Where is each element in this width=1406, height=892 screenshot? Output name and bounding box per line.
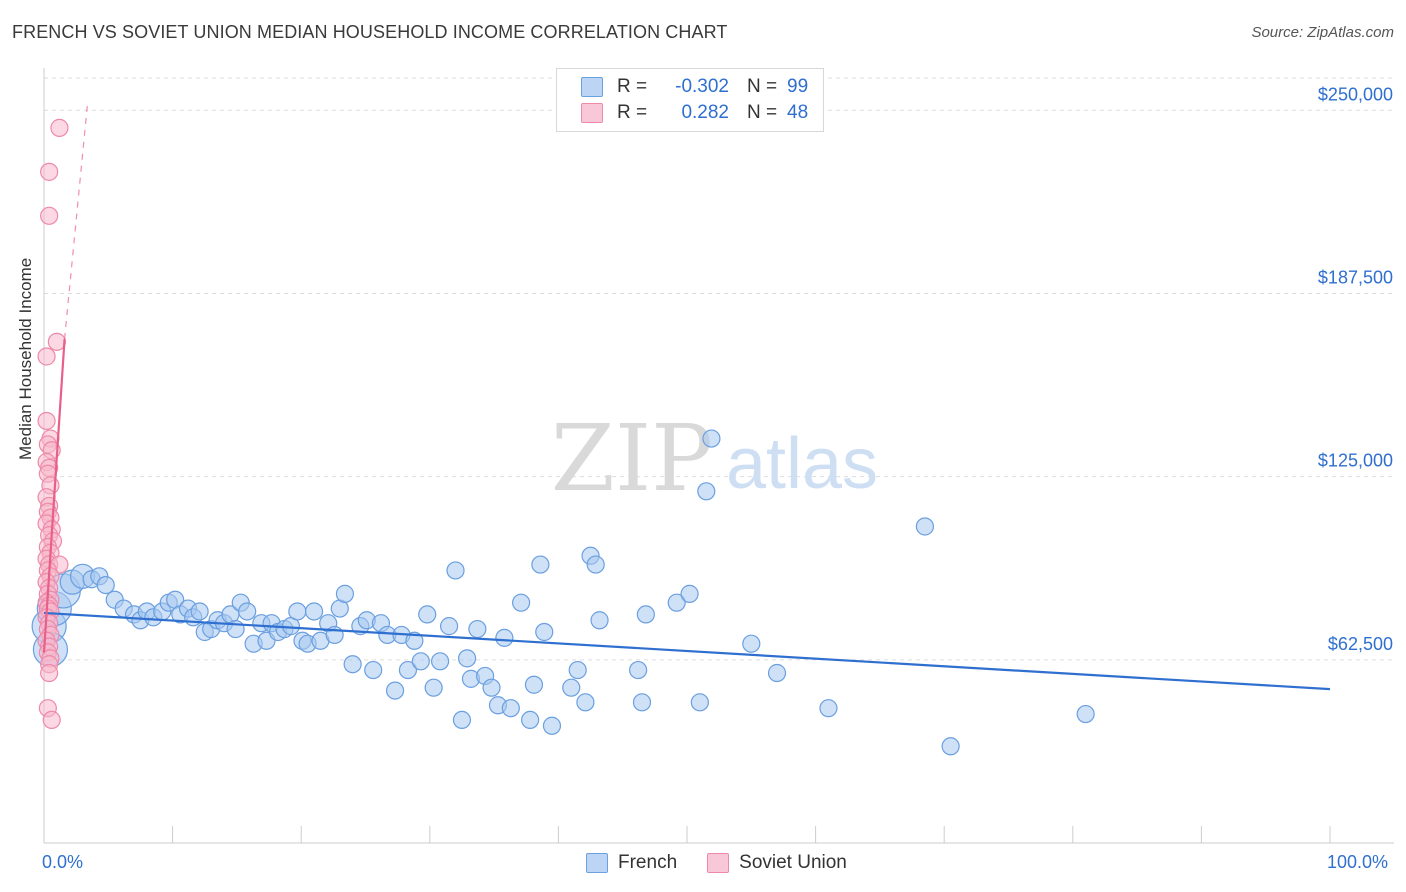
french-point-82 bbox=[590, 611, 609, 630]
legend: R = -0.302 N = 99 R = 0.282 N = 48 bbox=[556, 68, 824, 132]
axes bbox=[43, 68, 1394, 844]
french-point-29 bbox=[238, 602, 257, 621]
legend-n-value-french: 99 bbox=[787, 76, 809, 97]
french-point-92 bbox=[767, 663, 787, 683]
legend-n-value-soviet: 48 bbox=[787, 102, 809, 123]
soviet-point-45 bbox=[40, 663, 59, 683]
watermark-zip: ZIP bbox=[551, 405, 713, 512]
french-point-94 bbox=[915, 517, 935, 536]
soviet-point-0 bbox=[50, 118, 69, 137]
french-point-56 bbox=[411, 652, 430, 671]
french-point-45 bbox=[335, 584, 355, 603]
legend-swatch-soviet bbox=[581, 103, 603, 123]
french-point-71 bbox=[512, 593, 531, 612]
legend-r-value-french: -0.302 bbox=[675, 76, 729, 97]
y-tick-label-1: $125,000 bbox=[1318, 451, 1393, 471]
soviet-points bbox=[37, 118, 69, 730]
french-trend-line bbox=[43, 611, 1331, 691]
legend-r-value-soviet: 0.282 bbox=[681, 102, 729, 123]
french-point-55 bbox=[405, 631, 424, 650]
french-point-85 bbox=[636, 605, 655, 624]
soviet-point-2 bbox=[40, 206, 59, 225]
french-point-83 bbox=[629, 660, 648, 680]
legend-r-label: R = bbox=[617, 76, 648, 97]
legend-row-french: R = -0.302 N = 99 bbox=[581, 75, 808, 99]
french-point-78 bbox=[568, 660, 587, 680]
y-tick-labels: $62,500 $125,000 $187,500 $250,000 bbox=[1318, 84, 1393, 654]
french-point-93 bbox=[819, 699, 838, 718]
source-label: Source: ZipAtlas.com bbox=[1251, 24, 1394, 41]
french-point-90 bbox=[690, 693, 709, 712]
french-point-86 bbox=[667, 593, 686, 612]
bottom-legend-swatch-french bbox=[586, 853, 608, 873]
french-point-89 bbox=[702, 429, 721, 448]
bottom-legend-label-french: French bbox=[618, 852, 678, 873]
french-point-95 bbox=[941, 737, 960, 756]
x-axis-min-label: 0.0% bbox=[42, 852, 84, 872]
french-point-77 bbox=[562, 678, 581, 697]
french-point-87 bbox=[680, 584, 699, 603]
y-tick-label-0: $62,500 bbox=[1328, 634, 1393, 654]
legend-r-label: R = bbox=[617, 102, 648, 123]
french-point-91 bbox=[742, 634, 761, 653]
soviet-trend-line bbox=[42, 338, 66, 653]
french-point-76 bbox=[542, 716, 562, 735]
french-point-21 bbox=[190, 602, 209, 621]
soviet-point-1 bbox=[40, 162, 59, 181]
french-point-63 bbox=[457, 649, 477, 668]
french-point-79 bbox=[576, 693, 595, 712]
trend-lines bbox=[42, 101, 1331, 691]
watermark: ZIP atlas bbox=[551, 405, 878, 512]
french-point-74 bbox=[531, 555, 550, 574]
bottom-legend: French Soviet Union bbox=[586, 852, 877, 874]
soviet-point-47 bbox=[42, 710, 61, 730]
french-point-61 bbox=[446, 561, 465, 580]
y-tick-label-2: $187,500 bbox=[1318, 267, 1393, 287]
french-point-59 bbox=[430, 652, 450, 671]
french-point-62 bbox=[452, 710, 472, 730]
soviet-trend-extension bbox=[63, 101, 89, 339]
french-point-37 bbox=[288, 602, 307, 621]
x-axis-max-label: 100.0% bbox=[1327, 852, 1389, 872]
bottom-legend-swatch-soviet bbox=[707, 853, 730, 873]
bottom-legend-label-soviet: Soviet Union bbox=[739, 852, 847, 873]
grid-lines bbox=[44, 77, 1394, 661]
french-point-49 bbox=[364, 660, 383, 680]
french-point-70 bbox=[501, 699, 520, 718]
french-point-57 bbox=[418, 605, 437, 624]
french-point-96 bbox=[1076, 704, 1095, 724]
french-point-84 bbox=[632, 693, 652, 712]
chart-title: FRENCH VS SOVIET UNION MEDIAN HOUSEHOLD … bbox=[12, 22, 728, 42]
french-point-69 bbox=[495, 628, 514, 647]
bottom-legend-soviet: Soviet Union bbox=[707, 852, 847, 874]
french-point-73 bbox=[524, 675, 544, 694]
y-tick-label-3: $250,000 bbox=[1318, 84, 1393, 104]
legend-n-label: N = bbox=[747, 76, 778, 97]
french-point-40 bbox=[304, 602, 324, 621]
legend-swatch-french bbox=[581, 77, 603, 97]
french-point-75 bbox=[535, 622, 554, 642]
french-point-65 bbox=[468, 619, 487, 639]
french-point-88 bbox=[697, 482, 716, 501]
french-point-72 bbox=[521, 710, 540, 730]
watermark-atlas: atlas bbox=[726, 424, 878, 504]
legend-row-soviet: R = 0.282 N = 48 bbox=[581, 101, 808, 125]
french-point-54 bbox=[398, 660, 418, 680]
soviet-point-4 bbox=[37, 347, 56, 366]
soviet-point-5 bbox=[37, 411, 56, 431]
french-point-60 bbox=[439, 617, 459, 636]
soviet-point-3 bbox=[47, 332, 66, 351]
french-point-46 bbox=[343, 655, 362, 674]
french-point-81 bbox=[586, 555, 605, 574]
bottom-legend-french: French bbox=[586, 852, 677, 874]
french-point-52 bbox=[385, 681, 405, 700]
legend-n-label: N = bbox=[747, 102, 778, 123]
french-point-67 bbox=[482, 678, 501, 697]
french-point-58 bbox=[424, 678, 443, 697]
french-point-8 bbox=[96, 575, 115, 595]
y-axis-label: Median Household Income bbox=[16, 257, 35, 460]
